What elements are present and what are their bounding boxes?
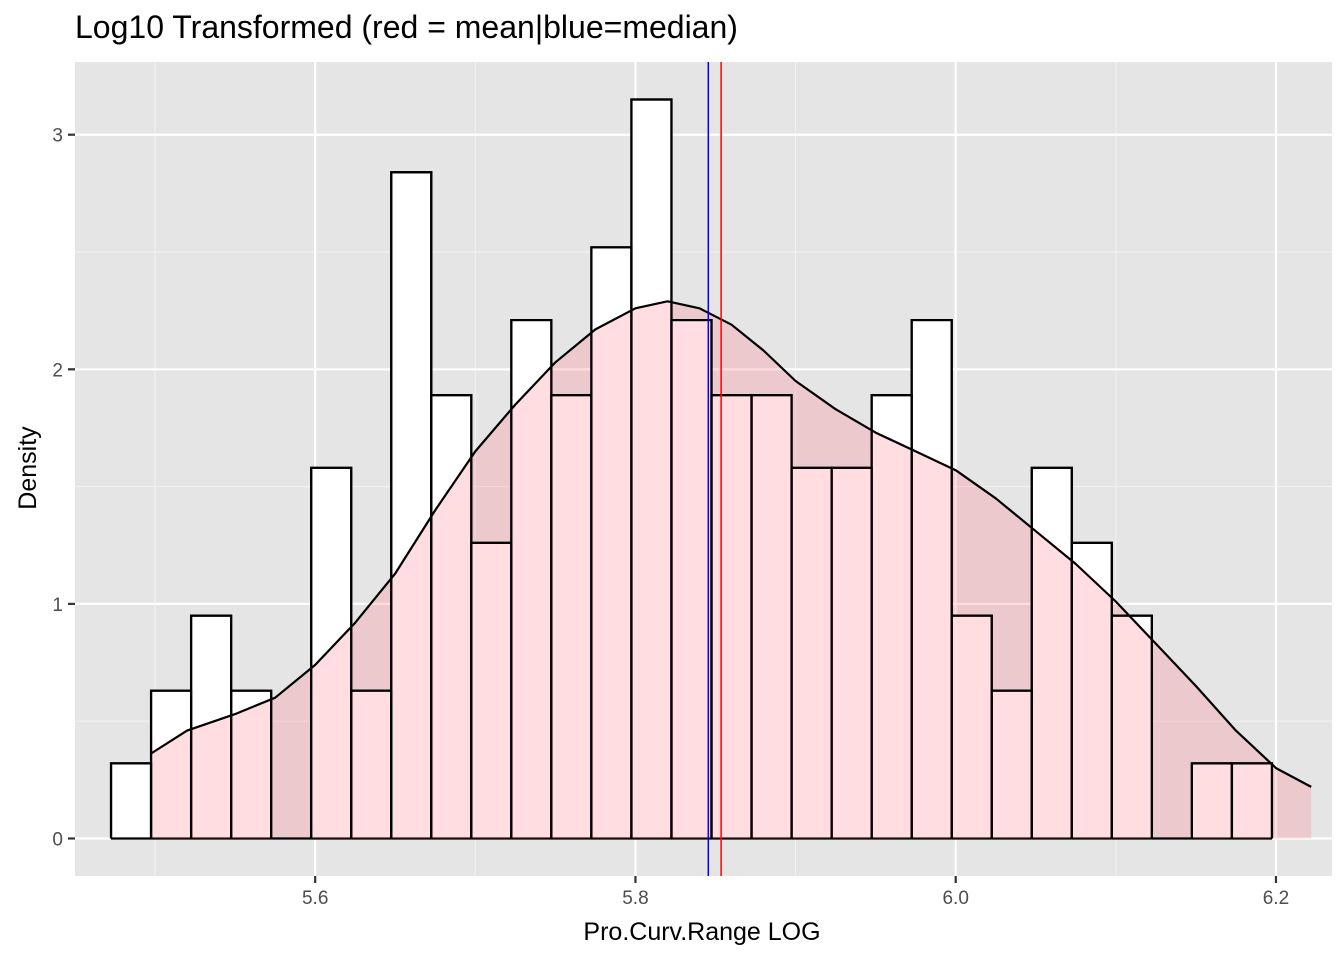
histogram-bars bbox=[109, 98, 1274, 840]
y-axis-title: Density bbox=[14, 426, 42, 510]
histogram-bar-fill bbox=[311, 467, 352, 839]
histogram-bar bbox=[109, 762, 153, 840]
histogram-bar bbox=[590, 246, 633, 840]
histogram-bar-edge bbox=[1110, 614, 1153, 839]
histogram-bar-fill bbox=[951, 615, 992, 839]
x-tick-label: 6.0 bbox=[942, 888, 968, 909]
density-curve-line bbox=[149, 300, 1312, 788]
histogram-bar-fill bbox=[631, 99, 672, 839]
histogram-bar-fill bbox=[1031, 467, 1072, 839]
x-axis: 5.6 5.8 6.0 6.2 bbox=[302, 876, 1289, 909]
density-line-layer bbox=[149, 300, 1312, 788]
histogram-bar bbox=[310, 466, 353, 840]
histogram-bar-fill bbox=[911, 320, 952, 839]
y-tick-label: 3 bbox=[52, 126, 63, 147]
x-tick-label: 5.8 bbox=[622, 888, 648, 909]
histogram-bar-fill bbox=[1191, 763, 1232, 839]
density-area-over-bars bbox=[150, 301, 1272, 839]
histogram-bar bbox=[350, 689, 393, 840]
histogram-bar-fill bbox=[831, 467, 872, 839]
histogram-bar-fill bbox=[551, 395, 592, 839]
histogram-bar-edge bbox=[910, 318, 953, 839]
histogram-bar-fill bbox=[391, 172, 432, 839]
histogram-bar-fill bbox=[791, 467, 832, 839]
chart-title: Log10 Transformed (red = mean|blue=media… bbox=[75, 9, 738, 45]
histogram-bar bbox=[550, 394, 593, 840]
histogram-bar-fill bbox=[871, 395, 912, 839]
histogram-bar bbox=[149, 689, 193, 840]
histogram-bar-fill bbox=[671, 320, 712, 839]
histogram-bar-fill bbox=[991, 690, 1032, 839]
histogram-bar-fill bbox=[591, 247, 632, 839]
reference-lines bbox=[707, 62, 722, 876]
histogram-bar-fill bbox=[351, 690, 392, 839]
x-tick-label: 6.2 bbox=[1263, 888, 1289, 909]
histogram-bar-fill bbox=[231, 690, 272, 839]
histogram-bar-edge bbox=[1230, 762, 1274, 839]
histogram-bar-fill bbox=[111, 763, 152, 839]
y-tick-label: 2 bbox=[52, 360, 63, 381]
histogram-bar-fill bbox=[471, 542, 512, 839]
histogram-bar-fill bbox=[1111, 615, 1152, 839]
histogram-bar-edge bbox=[310, 466, 353, 839]
y-axis: 0 1 2 3 bbox=[52, 126, 75, 850]
histogram-bar-fill bbox=[151, 690, 192, 839]
histogram-bar-fill bbox=[431, 395, 472, 839]
histogram-bar-fill bbox=[751, 395, 792, 839]
histogram-bar-fill bbox=[1231, 763, 1272, 839]
y-tick-label: 0 bbox=[52, 829, 63, 850]
histogram-bar-fill bbox=[711, 395, 752, 839]
x-axis-title: Pro.Curv.Range LOG bbox=[583, 918, 820, 946]
x-tick-label: 5.6 bbox=[302, 888, 328, 909]
y-tick-label: 1 bbox=[52, 595, 63, 616]
histogram-bar-fill bbox=[511, 320, 552, 839]
histogram-bar-edge bbox=[230, 689, 273, 839]
